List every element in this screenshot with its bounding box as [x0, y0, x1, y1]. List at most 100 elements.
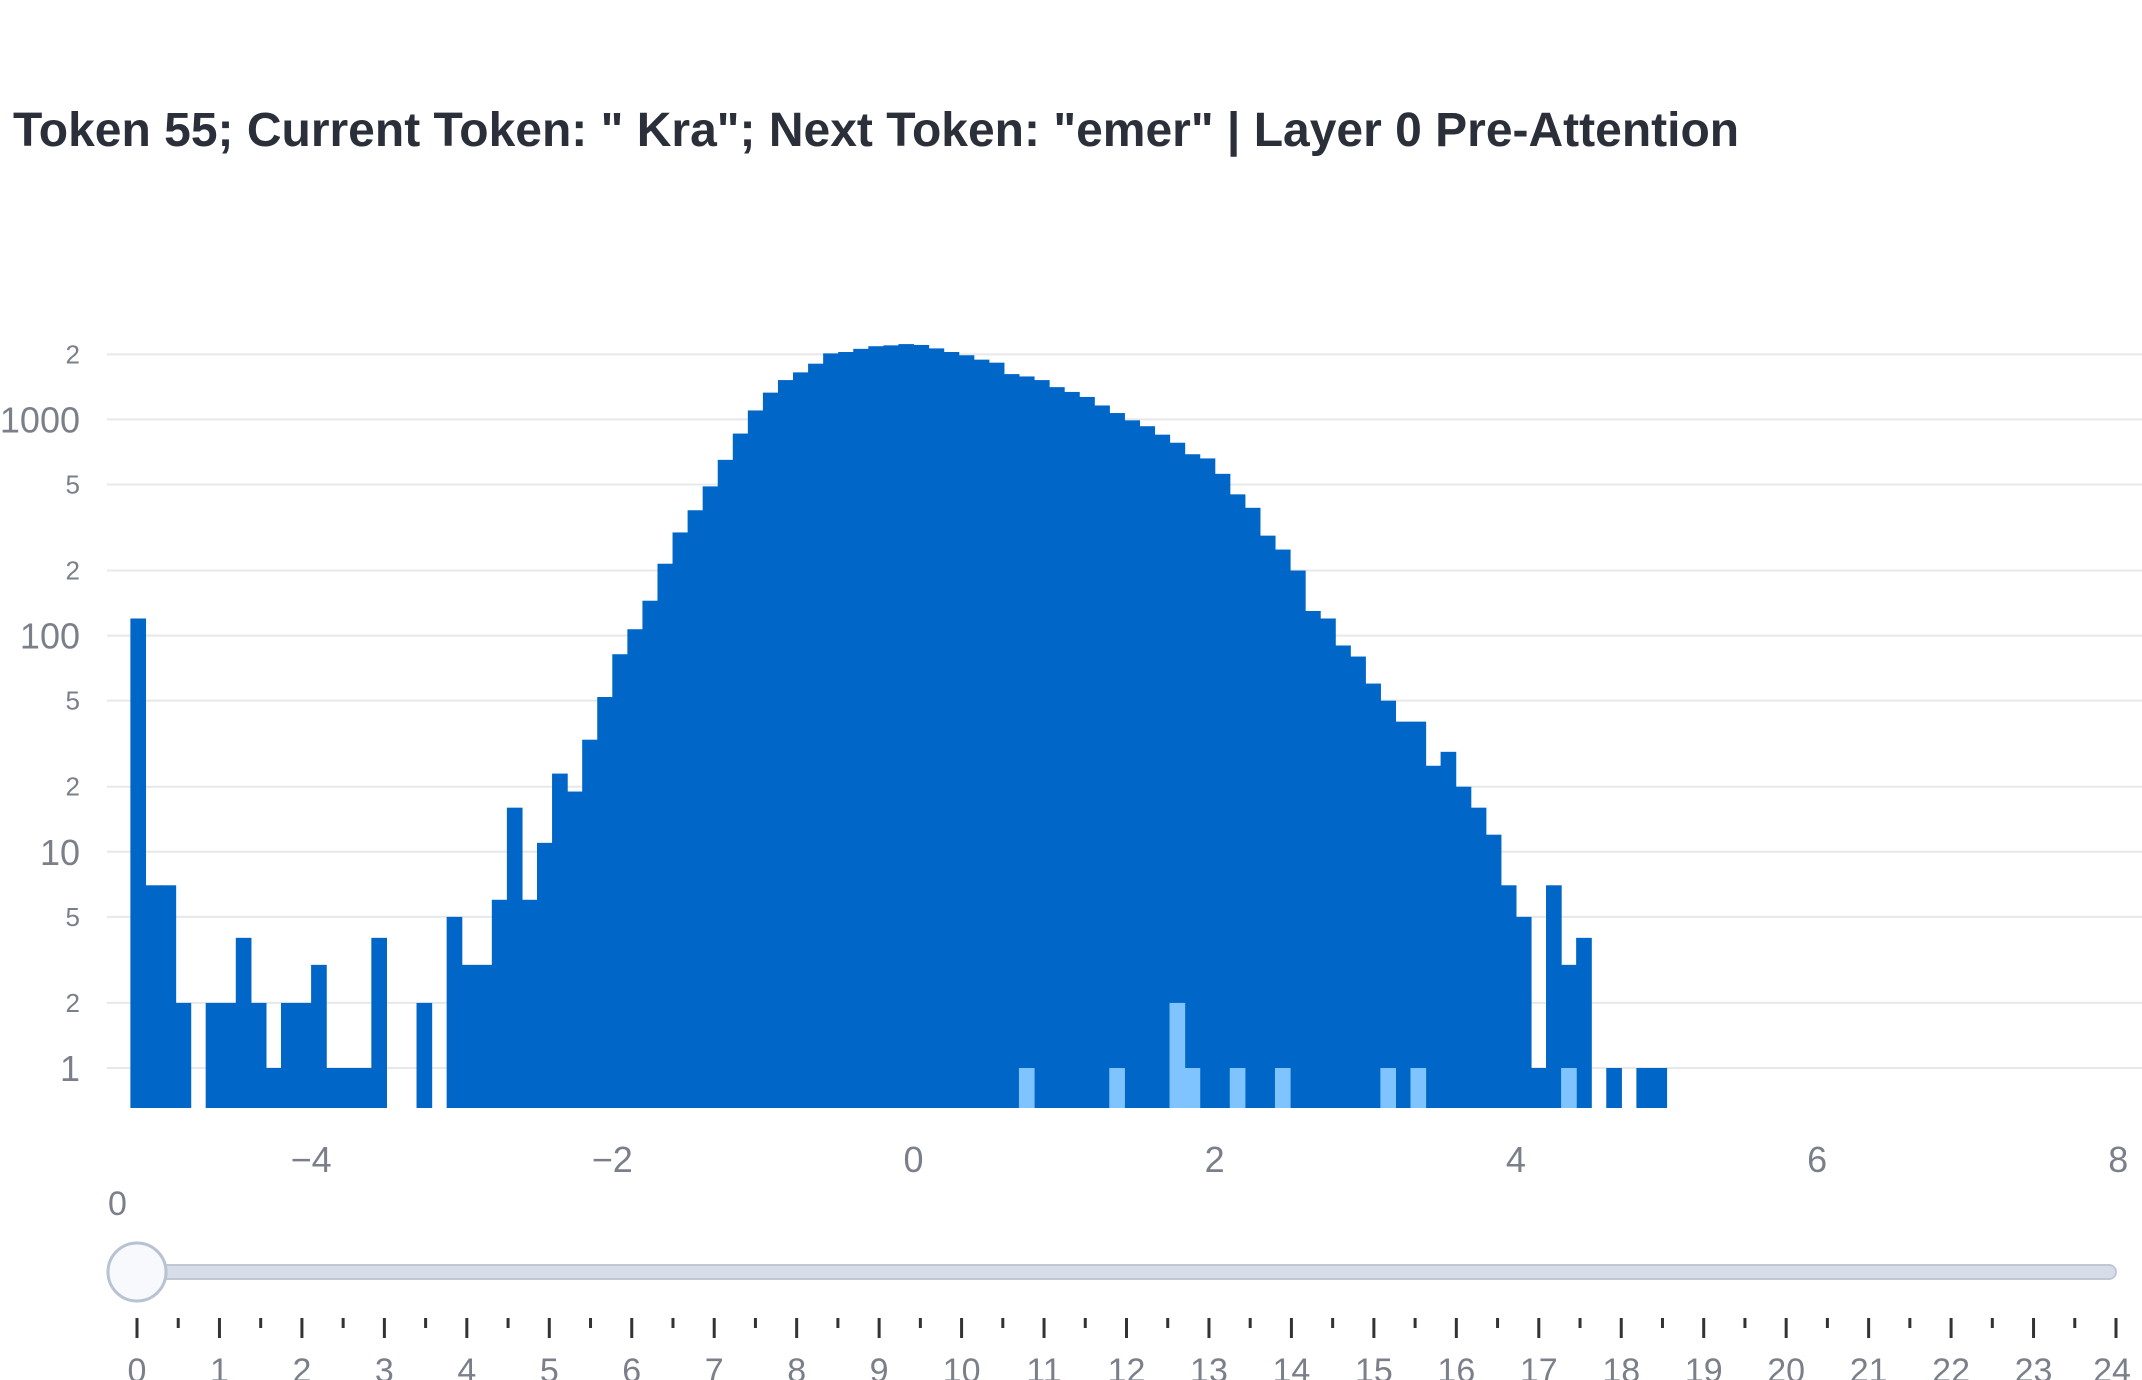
histogram-bar [1018, 376, 1035, 1109]
y-tick-label: 5 [66, 686, 80, 716]
histogram-bar [175, 1002, 192, 1108]
histogram-bar [1184, 454, 1201, 1108]
histogram-bar [672, 532, 689, 1108]
histogram-bar [793, 372, 809, 1108]
y-tick-label: 2 [66, 339, 80, 369]
histogram-bar [1124, 420, 1140, 1109]
histogram-bar [732, 433, 749, 1109]
histogram-bar [1290, 570, 1306, 1108]
histogram-bar [1395, 721, 1412, 1108]
slider-step-label[interactable]: 4 [457, 1352, 476, 1380]
slider-step-label[interactable]: 10 [943, 1352, 981, 1380]
slider-step-label[interactable]: 7 [705, 1352, 724, 1380]
histogram-bar [913, 344, 930, 1108]
y-tick-label: 5 [66, 469, 80, 499]
slider-step-label[interactable]: 5 [540, 1352, 559, 1380]
histogram-bar [1139, 426, 1156, 1108]
slider-track[interactable] [136, 1264, 2117, 1280]
histogram-bar [326, 1068, 342, 1108]
histogram-bar [958, 355, 975, 1108]
slider-step-label[interactable]: 14 [1273, 1352, 1311, 1380]
histogram-bar [582, 739, 598, 1108]
slider-step-label[interactable]: 19 [1685, 1352, 1723, 1380]
histogram-bar [1470, 807, 1487, 1108]
histogram-bar [808, 363, 824, 1108]
slider-step-label[interactable]: 17 [1520, 1352, 1558, 1380]
histogram-bar [612, 654, 628, 1108]
slider-step-label[interactable]: 8 [787, 1352, 806, 1380]
highlight-bar [1380, 1068, 1397, 1108]
slider-step-label[interactable]: 1 [210, 1352, 229, 1380]
slider-handle[interactable] [106, 1241, 168, 1303]
y-tick-label: 1 [60, 1048, 80, 1089]
histogram-bar [1576, 937, 1592, 1108]
histogram-bar [1169, 442, 1186, 1109]
histogram-bar [1530, 1068, 1547, 1108]
histogram-bar [160, 885, 177, 1108]
y-tick-label: 2 [66, 988, 80, 1018]
histogram-bar [341, 1068, 357, 1108]
histogram-bar [1500, 885, 1517, 1108]
histogram-bar [1636, 1068, 1653, 1108]
histogram-bar [597, 697, 613, 1108]
histogram-bar [1320, 618, 1336, 1108]
histogram-bar [476, 964, 493, 1108]
slider-step-label[interactable]: 9 [870, 1352, 889, 1380]
histogram-bar [1003, 374, 1020, 1108]
slider-step-label[interactable]: 18 [1602, 1352, 1640, 1380]
slider-step-label[interactable]: 16 [1437, 1352, 1475, 1380]
histogram-bar [1455, 786, 1472, 1108]
histogram-bar [265, 1068, 282, 1108]
x-tick-label: 2 [1205, 1139, 1225, 1180]
histogram-bar [1259, 535, 1276, 1108]
slider-step-label[interactable]: 3 [375, 1352, 394, 1380]
slider-step-label[interactable]: 15 [1355, 1352, 1393, 1380]
histogram-bar [250, 1002, 267, 1108]
histogram-bar [1244, 507, 1261, 1108]
histogram-bar [521, 899, 538, 1108]
slider-step-label[interactable]: 20 [1767, 1352, 1805, 1380]
histogram-bar [762, 392, 779, 1108]
slider-step-label[interactable]: 13 [1190, 1352, 1228, 1380]
y-tick-label: 10 [40, 832, 80, 873]
histogram-bar [1064, 391, 1080, 1109]
histogram-bar [311, 964, 327, 1108]
histogram-bar [717, 459, 734, 1108]
slider-step-label[interactable]: 23 [2015, 1352, 2053, 1380]
histogram-bar [296, 1002, 312, 1108]
histogram-bar [657, 563, 674, 1108]
histogram-bar [1410, 721, 1427, 1108]
slider-step-label[interactable]: 22 [1932, 1352, 1970, 1380]
histogram-bar [1079, 396, 1095, 1108]
histogram-bar [446, 916, 463, 1108]
histogram-bar [1365, 683, 1381, 1108]
histogram-bar [1380, 700, 1397, 1108]
histogram-bar [1229, 494, 1246, 1108]
histogram-bar [1274, 549, 1291, 1108]
histogram-bar [1350, 656, 1366, 1108]
histogram-bar [702, 486, 719, 1108]
histogram-bar [280, 1002, 297, 1108]
highlight-bar [1410, 1068, 1427, 1108]
slider-step-label[interactable]: 6 [622, 1352, 641, 1380]
y-tick-label: 2 [66, 772, 80, 802]
slider-step-label[interactable]: 21 [1850, 1352, 1888, 1380]
histogram-bar [898, 344, 915, 1108]
histogram-bar [491, 899, 508, 1108]
histogram-bar [943, 351, 960, 1109]
highlight-bar [1109, 1068, 1125, 1108]
histogram-bar [1033, 380, 1050, 1108]
histogram-bar [235, 937, 252, 1108]
x-tick-label: 4 [1506, 1139, 1526, 1180]
slider-step-label[interactable]: 2 [292, 1352, 311, 1380]
slider-step-label[interactable]: 0 [128, 1352, 147, 1380]
histogram-bar [1335, 645, 1351, 1108]
histogram-bar [883, 345, 900, 1108]
histogram-bar [461, 964, 478, 1108]
histogram-bar [823, 353, 839, 1108]
slider-step-label[interactable]: 11 [1026, 1352, 1061, 1380]
histogram-bar [1199, 458, 1216, 1108]
slider-step-label[interactable]: 24 [2093, 1352, 2131, 1380]
slider-step-label[interactable]: 12 [1108, 1352, 1146, 1380]
